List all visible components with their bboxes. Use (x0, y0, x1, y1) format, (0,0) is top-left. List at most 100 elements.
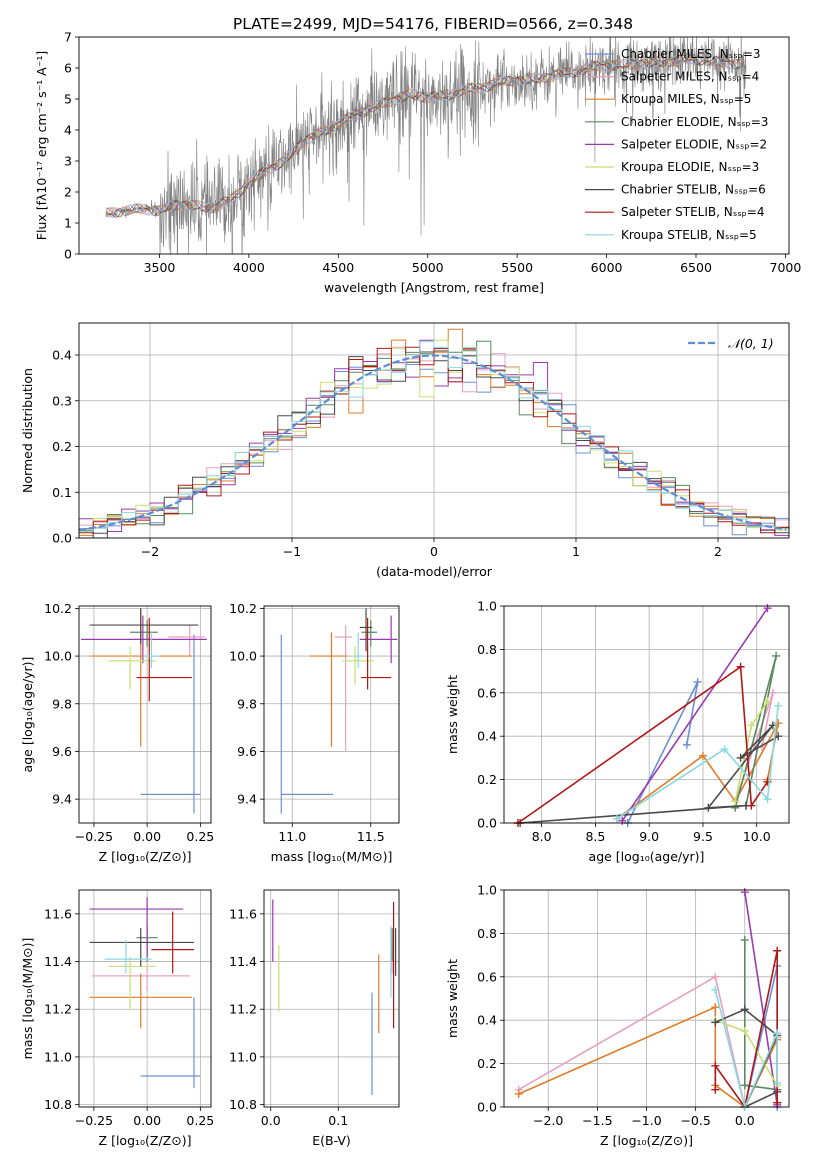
x-tick-label: −2.0 (533, 1113, 563, 1128)
y-tick-label: 0.4 (477, 1013, 497, 1028)
x-tick-label: 11.0 (278, 829, 306, 844)
weight-series-line (621, 607, 769, 822)
x-tick-label: 6500 (680, 260, 712, 275)
weight-point-marker (773, 1079, 782, 1088)
x-tick-label: 3500 (144, 260, 176, 275)
y-tick-label: 9.8 (52, 696, 72, 711)
x-tick-label: 1 (572, 544, 580, 559)
weight-point-marker (731, 797, 740, 806)
legend-label: Salpeter STELIB, Nₛₛₚ=4 (621, 205, 765, 219)
y-tick-label: 5 (64, 92, 72, 107)
y-tick-label: 0.1 (52, 485, 72, 500)
x-axis-label: age [log₁₀(age/yr)] (589, 849, 705, 864)
x-tick-label: 0.00 (133, 829, 161, 844)
panel-spectrum: 3500 4000 4500 5000 5500 6000 6500 7000 0 1 2 3 4 5 6 7… (34, 30, 801, 296)
y-tick-label: 10.0 (44, 649, 72, 664)
x-axis-label: mass [log₁₀(M/M⊙)] (271, 849, 393, 864)
x-tick-label: 0.1 (328, 1113, 348, 1128)
weight-point-marker (768, 688, 777, 697)
y-tick-label: 9.4 (52, 792, 72, 807)
x-tick-label: 11.5 (357, 829, 385, 844)
y-tick-label: 9.8 (237, 696, 257, 711)
y-tick-label: 11.4 (229, 954, 257, 969)
x-tick-label: −0.25 (75, 829, 113, 844)
y-tick-label: 0.4 (52, 348, 72, 363)
histogram-series (79, 341, 789, 538)
y-tick-label: 11.2 (229, 1002, 257, 1017)
axes-frame (78, 36, 790, 255)
weight-point-marker (711, 1085, 720, 1094)
x-axis-label: wavelength [Angstrom, rest frame] (324, 280, 544, 295)
axes-frame (78, 322, 790, 539)
x-tick-label: −1.0 (631, 1113, 661, 1128)
x-tick-label: 2 (714, 544, 722, 559)
plot-area (504, 606, 789, 823)
plot-area (79, 323, 789, 538)
legend-label: Kroupa STELIB, Nₛₛₚ=5 (621, 228, 757, 242)
weight-point-marker (711, 1018, 720, 1027)
weight-point-marker (618, 816, 627, 825)
panel-weight_vs_age: 8.0 8.5 9.0 9.5 10.0 0.0 0.2 0.4 0.6 0.8 1.0 age [l… (445, 599, 790, 864)
axes-frame (78, 889, 212, 1108)
x-axis-label: Z [log₁₀(Z/Z⊙)] (99, 849, 192, 864)
y-tick-label: 11.2 (44, 1002, 72, 1017)
x-tick-label: 9.0 (639, 829, 659, 844)
legend-label: 𝒩(0, 1) (728, 336, 774, 351)
x-tick-label: 8.0 (532, 829, 552, 844)
weight-point-marker (711, 985, 720, 994)
legend-label: Kroupa MILES, Nₛₛₚ=5 (621, 92, 751, 106)
y-tick-label: 0.8 (477, 926, 497, 941)
y-tick-label: 0.0 (477, 816, 497, 831)
y-tick-label: 10.8 (44, 1097, 72, 1112)
x-tick-label: 0.25 (186, 1113, 214, 1128)
x-tick-label: 0 (430, 544, 438, 559)
weight-point-marker (773, 1098, 782, 1107)
weight-point-marker (740, 888, 749, 897)
y-axis-label: mass weight (445, 675, 460, 754)
x-tick-label: 10.0 (743, 829, 771, 844)
weight-point-marker (720, 745, 729, 754)
weight-series-line (626, 681, 699, 824)
weight-point-marker (736, 753, 745, 762)
y-tick-label: 9.4 (237, 792, 257, 807)
spectrum-model-line (105, 55, 746, 218)
y-tick-label: 0.2 (477, 772, 497, 787)
x-tick-label: −0.5 (680, 1113, 710, 1128)
axes-frame (503, 605, 790, 824)
x-tick-label: −1 (283, 544, 301, 559)
axes-frame (78, 605, 212, 824)
legend-label: Chabrier ELODIE, Nₛₛₚ=3 (621, 115, 768, 129)
weight-point-marker (711, 1003, 720, 1012)
x-tick-label: −2 (141, 544, 159, 559)
y-tick-label: 11.6 (44, 906, 72, 921)
y-axis-label: mass [log₁₀(M/M⊙)] (20, 938, 35, 1060)
weight-point-marker (773, 946, 782, 955)
y-tick-label: 10.2 (44, 601, 72, 616)
weight-series-line (616, 705, 779, 820)
panel-mass_vs_ebv: 0.0 0.1 10.8 11.0 11.2 11.4 11.6 E(B-V) (229, 889, 400, 1148)
y-tick-label: 11.4 (44, 954, 72, 969)
y-tick-label: 0.2 (477, 1056, 497, 1071)
weight-point-marker (698, 751, 707, 760)
y-tick-label: 0.2 (52, 439, 72, 454)
normal-curve (79, 354, 787, 532)
weight-series-line (518, 1005, 779, 1109)
plot-area (264, 606, 399, 823)
y-axis-label: Flux [fλ10⁻¹⁷ erg cm⁻² s⁻¹ A⁻¹] (34, 51, 49, 240)
x-tick-label: 0.25 (186, 829, 214, 844)
x-tick-label: 5000 (412, 260, 444, 275)
weight-point-marker (740, 1027, 749, 1036)
weight-point-marker (682, 740, 691, 749)
y-tick-label: 1 (64, 216, 72, 231)
spectrum-model-line (105, 53, 746, 216)
plot-area (264, 890, 399, 1107)
y-axis-label: Normed distribution (20, 368, 35, 493)
y-tick-label: 4 (64, 123, 72, 138)
panel-age_vs_mass: 11.0 11.5 9.4 9.6 9.8 10.0 10.2 mass [log₁₀(M/M… (229, 601, 400, 864)
weight-point-marker (711, 972, 720, 981)
weight-point-marker (774, 732, 783, 741)
x-tick-label: −1.5 (582, 1113, 612, 1128)
x-tick-label: 4500 (322, 260, 354, 275)
x-tick-label: 6000 (591, 260, 623, 275)
weight-point-marker (736, 662, 745, 671)
